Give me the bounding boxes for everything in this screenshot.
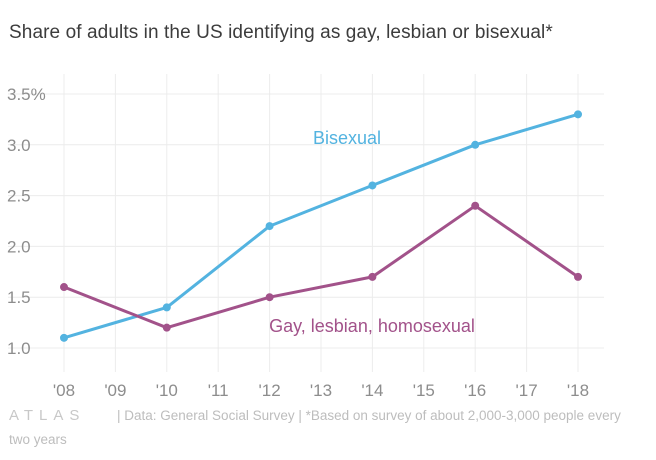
series-points: [60, 110, 582, 342]
data-point: [265, 222, 274, 231]
y-axis: 1.0 1.5 2.0 2.5 3.0 3.5%: [7, 85, 46, 358]
data-point: [574, 110, 582, 119]
data-point: [368, 272, 377, 281]
grid: [8, 74, 604, 372]
x-tick-label: '09: [104, 381, 126, 400]
x-tick-label: '18: [567, 381, 589, 400]
data-point: [471, 140, 480, 149]
x-tick-label: '12: [259, 381, 281, 400]
footer: ATLAS | Data: General Social Survey | *Ba…: [9, 404, 639, 452]
data-point: [368, 181, 377, 190]
series-line-gay-lesbian: [62, 204, 580, 330]
y-tick-label: 2.0: [7, 237, 31, 256]
x-tick-label: '13: [310, 381, 332, 400]
data-point: [265, 293, 274, 302]
y-tick-label: 3.5%: [7, 85, 46, 104]
x-tick-label: '17: [516, 381, 538, 400]
source-note: | Data: General Social Survey | *Based o…: [9, 408, 621, 447]
x-tick-label: '15: [413, 381, 435, 400]
series-label-bisexual: Bisexual: [313, 128, 381, 148]
y-tick-label: 1.5: [7, 288, 31, 307]
data-point: [574, 272, 582, 281]
x-tick-label: '08: [53, 381, 75, 400]
data-point: [60, 283, 68, 292]
data-point: [471, 201, 480, 210]
x-tick-label: '16: [464, 381, 486, 400]
data-point: [162, 323, 171, 332]
x-tick-label: '14: [361, 381, 383, 400]
series-line-bisexual: [62, 112, 580, 340]
y-tick-label: 1.0: [7, 339, 31, 358]
data-point: [162, 303, 171, 312]
series-lines: [62, 112, 580, 340]
y-tick-label: 2.5: [7, 187, 31, 206]
atlas-logo: ATLAS: [9, 407, 86, 424]
y-tick-label: 3.0: [7, 136, 31, 155]
x-tick-label: '11: [208, 381, 229, 400]
series-label-gay-lesbian: Gay, lesbian, homosexual: [269, 316, 475, 336]
x-tick-label: '10: [156, 381, 178, 400]
series-labels: Bisexual Gay, lesbian, homosexual: [269, 128, 475, 336]
x-axis: '08 '09 '10 '11 '12 '13 '14 '15 '16 '17 '18: [53, 381, 589, 400]
chart-title: Share of adults in the US identifying as…: [9, 22, 553, 43]
data-point: [60, 333, 68, 342]
